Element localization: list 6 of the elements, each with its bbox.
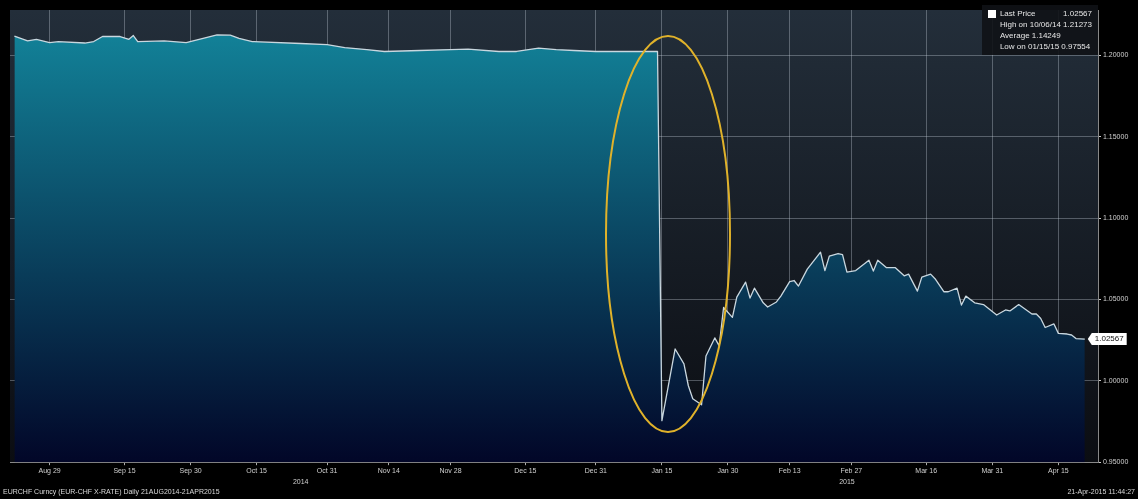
annotation: Average 1.14249 xyxy=(998,30,1062,41)
data-label: 1.02567 xyxy=(1094,334,1125,344)
annotation: 1.02567 xyxy=(1062,8,1092,19)
annotation: High on 10/06/14 1.21273 xyxy=(998,19,1092,30)
annotation: Low on 01/15/15 0.97554 xyxy=(998,41,1092,52)
legend-label: Last Price xyxy=(999,8,1036,19)
